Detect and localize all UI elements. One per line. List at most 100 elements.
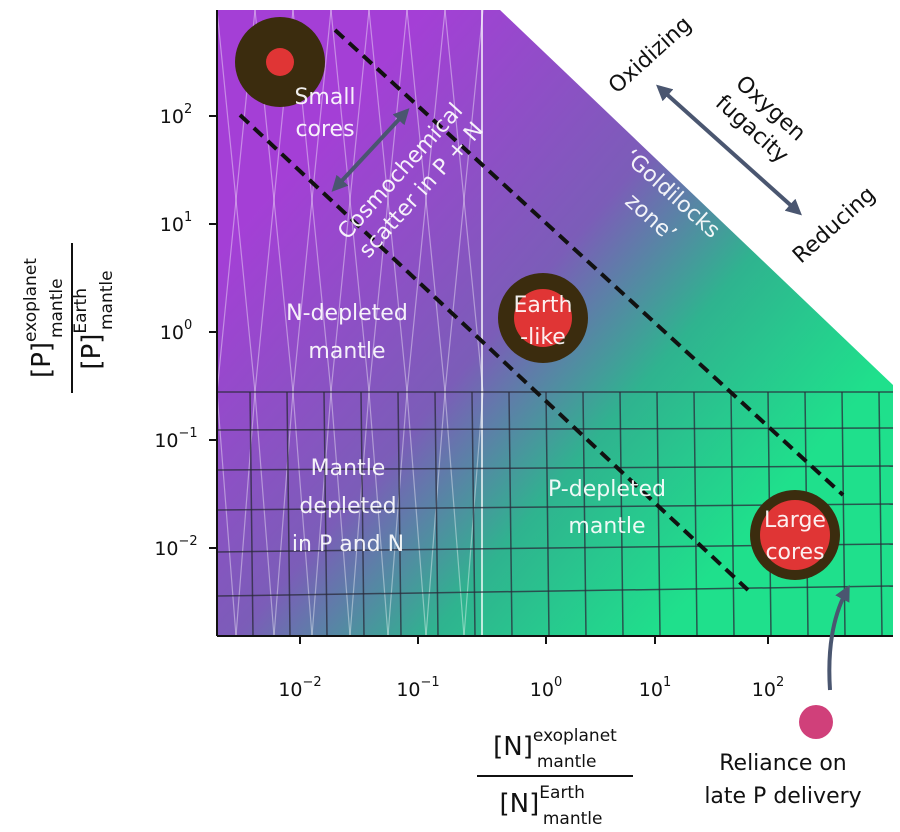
grid-line xyxy=(508,391,513,636)
delivery-dot xyxy=(799,705,833,739)
annotation: Reliance on xyxy=(719,751,847,776)
annotation: late P delivery xyxy=(704,784,861,809)
tick-label: 101 xyxy=(639,675,671,701)
grid-line xyxy=(582,391,587,636)
scatter-arrow xyxy=(331,108,410,192)
marker-label: cores xyxy=(765,540,824,565)
tick-base: 10 xyxy=(160,322,184,344)
texture-line xyxy=(330,10,351,636)
x-axis-label: [N]exoplanet mantle [N]Earth mantle xyxy=(477,726,633,829)
texture-line xyxy=(349,10,370,636)
label-sup: exoplanet xyxy=(533,726,617,746)
label-main: [N] xyxy=(493,732,533,762)
region-label: depleted xyxy=(299,494,396,519)
tick-exp: 1 xyxy=(663,675,671,690)
tick-base: 10 xyxy=(639,679,663,701)
texture-line xyxy=(444,10,465,636)
tick-label: 10−2 xyxy=(154,534,197,560)
grid-line xyxy=(397,391,402,636)
marker-label: Small xyxy=(294,85,355,110)
tick-base: 10 xyxy=(154,538,178,560)
texture-line xyxy=(254,10,275,636)
tick-base: 10 xyxy=(396,679,420,701)
label-main: [N] xyxy=(500,789,540,819)
texture-line xyxy=(217,10,237,636)
marker-label: -like xyxy=(520,325,566,350)
core xyxy=(266,48,294,76)
label-sub: mantle xyxy=(537,752,597,772)
tick-exp: 0 xyxy=(184,318,192,333)
grid-line xyxy=(217,465,893,471)
tick-label: 10−2 xyxy=(278,675,321,701)
tick-label: 10−1 xyxy=(154,426,197,452)
annotation: Reducing xyxy=(788,182,880,269)
grid-line xyxy=(471,391,476,636)
label-sup: exoplanet xyxy=(21,258,41,342)
tick-base: 10 xyxy=(752,679,776,701)
grid-line xyxy=(217,427,893,431)
label-sub: mantle xyxy=(47,278,67,338)
grid-line xyxy=(360,391,365,636)
tick-exp: −1 xyxy=(179,426,198,441)
marker-label: Earth xyxy=(514,293,573,318)
texture-line xyxy=(292,10,313,636)
region-label: in P and N xyxy=(292,532,404,557)
tick-exp: −1 xyxy=(421,675,440,690)
tick-base: 10 xyxy=(160,214,184,236)
grid-line xyxy=(619,391,624,636)
tick-base: 10 xyxy=(160,106,184,128)
label-sub: mantle xyxy=(97,270,117,330)
tick-exp: 0 xyxy=(554,675,562,690)
tick-label: 100 xyxy=(160,318,192,344)
label-main: [P] xyxy=(77,334,107,370)
tick-base: 10 xyxy=(278,679,302,701)
texture-line xyxy=(368,10,389,636)
delivery-arrow xyxy=(827,584,850,691)
grid-line xyxy=(545,391,550,636)
grid-line xyxy=(217,585,893,597)
boundary-line xyxy=(333,28,845,497)
tick-exp: −2 xyxy=(303,675,322,690)
tick-label: 10−1 xyxy=(396,675,439,701)
grid-line xyxy=(730,391,735,636)
grid-line xyxy=(434,391,439,636)
region-label: N-depleted xyxy=(286,301,408,326)
y-axis-label: [P]exoplanet mantle [P]Earth mantle xyxy=(21,243,117,393)
tick-exp: 1 xyxy=(184,210,192,225)
texture-line xyxy=(406,10,427,636)
tick-exp: 2 xyxy=(184,102,192,117)
tick-label: 102 xyxy=(752,675,784,701)
grid-line xyxy=(693,391,698,636)
texture-line xyxy=(311,10,332,636)
region-label: P-depleted xyxy=(548,477,666,502)
marker-label: cores xyxy=(295,117,354,142)
tick-label: 101 xyxy=(160,210,192,236)
label-sup: Earth xyxy=(71,288,91,334)
region-label: mantle xyxy=(308,339,385,364)
grid-line xyxy=(249,391,254,636)
tick-exp: 2 xyxy=(776,675,784,690)
marker-label: Large xyxy=(764,508,826,533)
grid-line xyxy=(323,391,328,636)
label-sub: mantle xyxy=(543,809,603,829)
tick-base: 10 xyxy=(530,679,554,701)
label-sup: Earth xyxy=(539,783,585,803)
tick-label: 102 xyxy=(160,102,192,128)
core xyxy=(760,500,830,570)
label-main: [P] xyxy=(27,342,57,378)
annotation: Oxidizing xyxy=(604,12,697,99)
grid-line xyxy=(878,391,883,636)
fugacity-arrow xyxy=(656,84,802,216)
tick-exp: −2 xyxy=(179,534,198,549)
region-label: Mantle xyxy=(311,456,386,481)
boundary-line xyxy=(238,113,750,592)
grid-line xyxy=(286,391,291,636)
region-label: mantle xyxy=(568,514,645,539)
tick-base: 10 xyxy=(154,430,178,452)
texture-line xyxy=(387,10,408,636)
